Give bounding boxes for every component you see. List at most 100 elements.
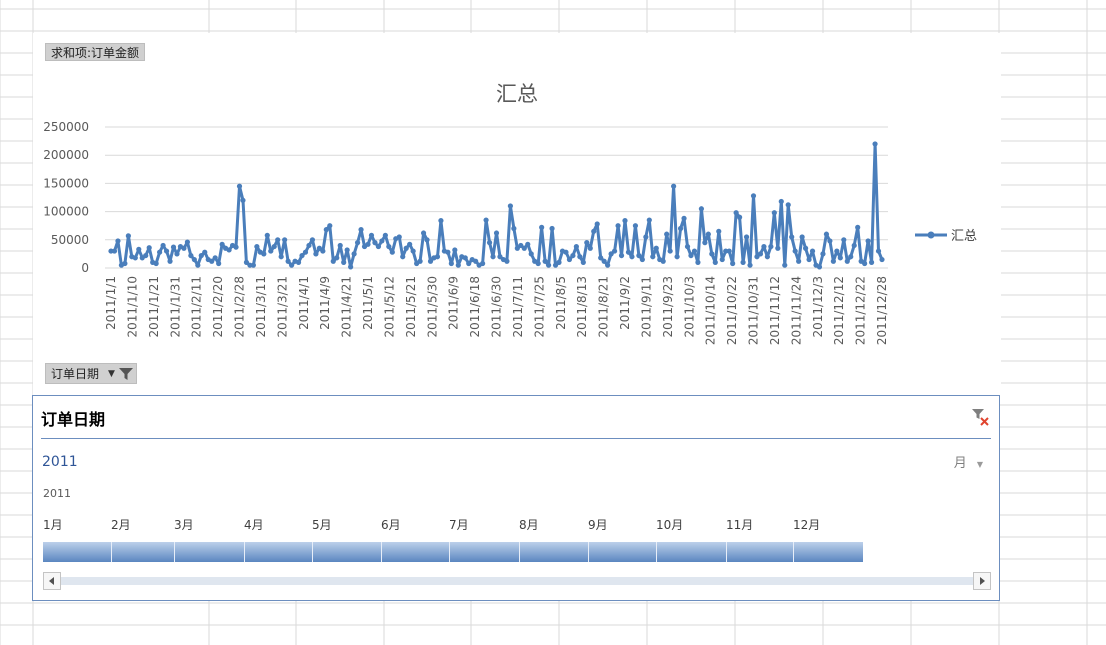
data-point[interactable] xyxy=(771,210,777,216)
data-point[interactable] xyxy=(181,245,187,251)
data-point[interactable] xyxy=(556,259,562,265)
data-point[interactable] xyxy=(351,251,357,257)
scroll-track[interactable] xyxy=(61,577,973,585)
data-point[interactable] xyxy=(466,260,472,267)
data-point[interactable] xyxy=(796,258,802,264)
pivot-chart[interactable]: 求和项:订单金额 汇总 250000 200000 150000 100000 5000… xyxy=(33,33,1001,395)
time-level-dropdown[interactable]: 月 ▼ xyxy=(954,452,983,471)
data-point[interactable] xyxy=(285,258,291,264)
month-label[interactable]: 3月 xyxy=(174,518,194,532)
data-point[interactable] xyxy=(563,249,569,255)
data-point[interactable] xyxy=(594,221,600,227)
data-point[interactable] xyxy=(549,225,555,232)
data-point[interactable] xyxy=(632,223,639,229)
month-selection-bar[interactable] xyxy=(43,542,863,562)
clear-filter-icon[interactable] xyxy=(971,408,989,426)
data-point[interactable] xyxy=(851,242,857,249)
data-point[interactable] xyxy=(688,252,694,259)
data-point[interactable] xyxy=(848,254,854,260)
data-point[interactable] xyxy=(667,248,673,254)
data-point[interactable] xyxy=(191,256,197,263)
data-point[interactable] xyxy=(434,254,441,260)
data-point[interactable] xyxy=(427,258,434,264)
data-point[interactable] xyxy=(514,245,520,251)
data-point[interactable] xyxy=(761,243,767,250)
data-point[interactable] xyxy=(337,242,343,249)
data-point[interactable] xyxy=(490,254,496,260)
month-label[interactable]: 11月 xyxy=(726,518,754,532)
data-point[interactable] xyxy=(198,252,204,259)
data-point[interactable] xyxy=(879,256,885,263)
data-point[interactable] xyxy=(407,241,413,247)
data-point[interactable] xyxy=(639,256,645,263)
data-point[interactable] xyxy=(271,243,277,250)
data-point[interactable] xyxy=(789,234,795,240)
month-label[interactable]: 8月 xyxy=(519,518,539,532)
data-point[interactable] xyxy=(354,240,361,246)
data-point[interactable] xyxy=(591,228,597,234)
data-point[interactable] xyxy=(584,240,590,246)
data-point[interactable] xyxy=(573,243,579,250)
data-point[interactable] xyxy=(348,264,354,270)
month-label[interactable]: 2月 xyxy=(111,518,131,532)
data-point[interactable] xyxy=(580,259,586,265)
month-label[interactable]: 7月 xyxy=(449,518,469,532)
data-point[interactable] xyxy=(709,251,715,257)
data-point[interactable] xyxy=(372,240,378,246)
data-point[interactable] xyxy=(802,245,809,251)
data-point[interactable] xyxy=(809,248,816,254)
data-point[interactable] xyxy=(410,248,416,254)
data-point[interactable] xyxy=(712,259,718,265)
data-point[interactable] xyxy=(212,255,218,261)
data-point[interactable] xyxy=(174,251,180,257)
data-point[interactable] xyxy=(157,249,163,255)
data-point[interactable] xyxy=(341,259,347,265)
value-field-button[interactable]: 求和项:订单金额 xyxy=(45,43,146,61)
data-point[interactable] xyxy=(615,223,621,229)
data-point[interactable] xyxy=(438,218,444,224)
data-point[interactable] xyxy=(320,248,326,254)
data-point[interactable] xyxy=(486,240,493,246)
data-point[interactable] xyxy=(493,230,500,236)
data-point[interactable] xyxy=(855,224,861,230)
data-point[interactable] xyxy=(566,256,573,263)
data-point[interactable] xyxy=(837,255,843,261)
data-point[interactable] xyxy=(327,223,333,229)
data-point[interactable] xyxy=(671,183,677,189)
data-point[interactable] xyxy=(261,251,267,257)
data-point[interactable] xyxy=(677,225,684,232)
month-label[interactable]: 5月 xyxy=(312,518,332,532)
data-point[interactable] xyxy=(764,254,770,260)
data-point[interactable] xyxy=(664,231,670,237)
data-point[interactable] xyxy=(730,260,736,267)
data-point[interactable] xyxy=(681,215,687,221)
date-timeline-slicer[interactable]: 订单日期 2011 月 ▼ 2011 1月 2月 3月 4月 5月 6月 7月 8月 9月 10月… xyxy=(32,395,1000,601)
data-point[interactable] xyxy=(264,232,270,238)
data-point[interactable] xyxy=(785,202,791,208)
data-point[interactable] xyxy=(695,259,701,265)
data-point[interactable] xyxy=(650,254,656,260)
data-point[interactable] xyxy=(660,258,666,264)
data-point[interactable] xyxy=(240,197,246,203)
data-point[interactable] xyxy=(188,252,194,259)
data-point[interactable] xyxy=(299,252,305,259)
data-point[interactable] xyxy=(365,241,371,247)
data-point[interactable] xyxy=(598,255,604,261)
data-point[interactable] xyxy=(278,254,284,260)
data-point[interactable] xyxy=(775,245,781,251)
data-point[interactable] xyxy=(243,259,250,265)
data-point[interactable] xyxy=(236,183,243,189)
data-point[interactable] xyxy=(358,227,364,233)
scroll-right-button[interactable] xyxy=(973,572,991,590)
data-point[interactable] xyxy=(611,248,618,254)
month-label[interactable]: 4月 xyxy=(244,518,264,532)
data-point[interactable] xyxy=(698,206,705,212)
data-point[interactable] xyxy=(250,262,256,268)
data-point[interactable] xyxy=(608,251,614,257)
data-point[interactable] xyxy=(705,231,711,237)
data-point[interactable] xyxy=(820,251,826,257)
data-point[interactable] xyxy=(799,234,805,240)
data-point[interactable] xyxy=(629,254,635,260)
data-point[interactable] xyxy=(823,231,830,237)
data-point[interactable] xyxy=(424,237,430,243)
